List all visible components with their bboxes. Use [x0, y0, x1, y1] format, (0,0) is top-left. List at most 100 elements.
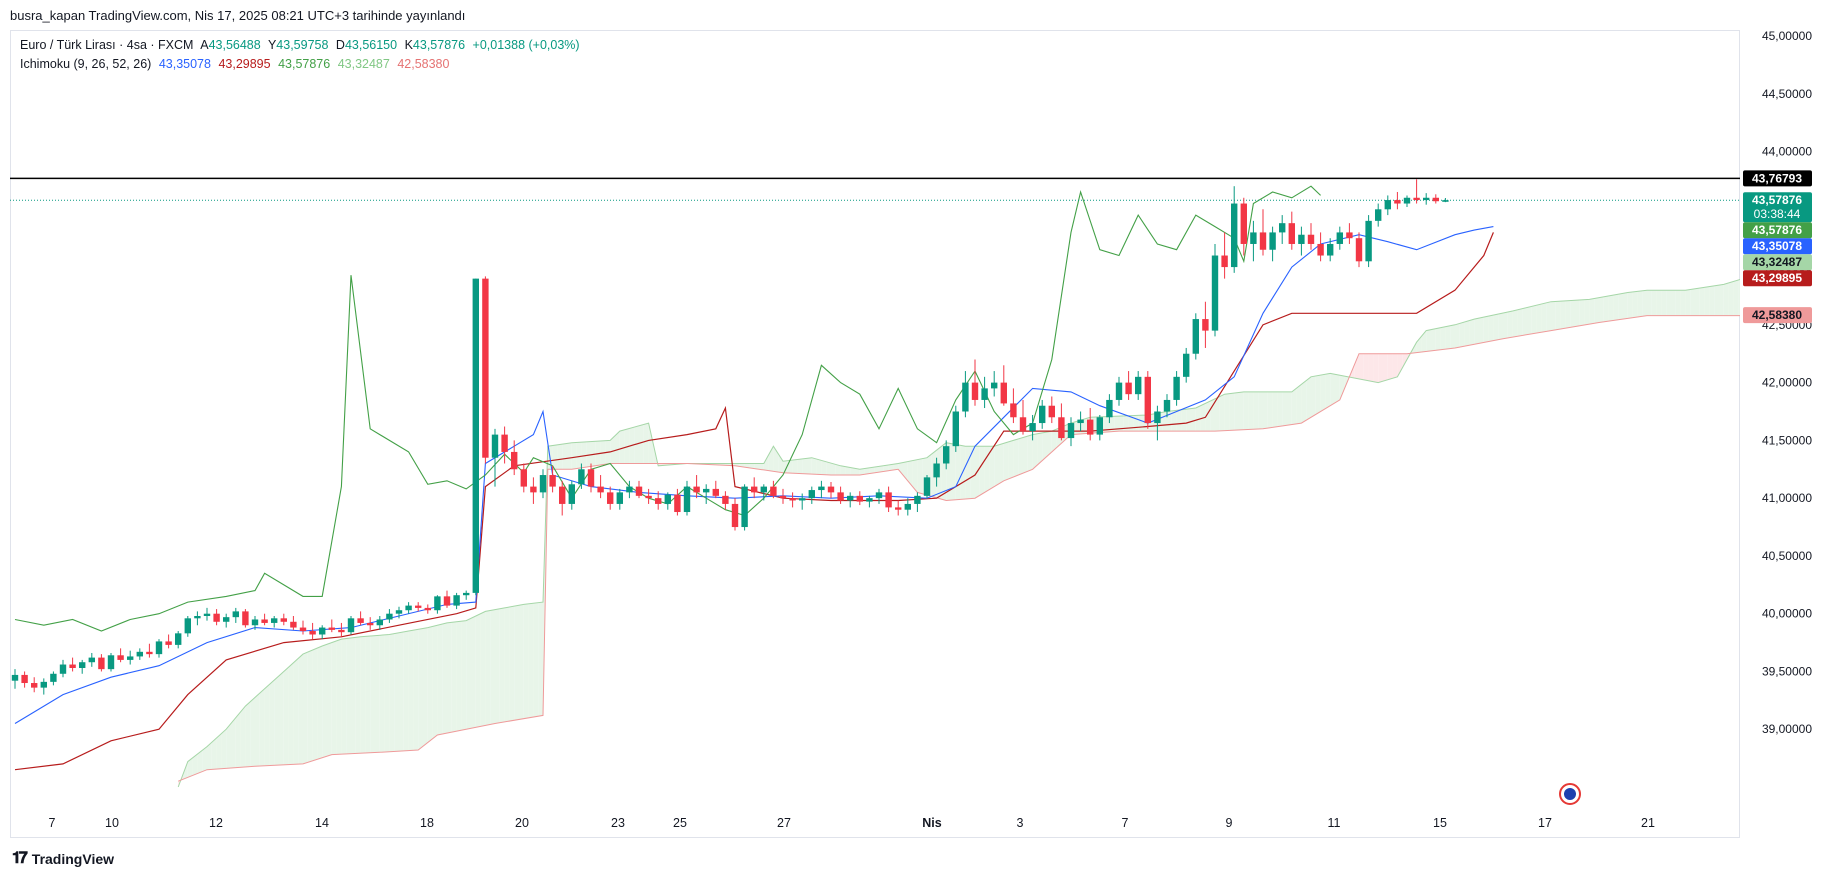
cloud-segment	[951, 443, 956, 501]
price-label-text: 43,32487	[1752, 255, 1802, 269]
open-label: A	[200, 38, 209, 52]
candle-body	[319, 627, 326, 635]
cloud-segment	[413, 629, 419, 751]
candle-body	[357, 618, 364, 623]
cloud-segment	[1594, 297, 1599, 324]
candle-body	[1327, 243, 1334, 256]
cloud-segment	[1114, 416, 1119, 432]
candle-body	[482, 278, 489, 458]
candle-body	[1413, 197, 1420, 201]
cloud-segment	[528, 603, 534, 718]
candle-body	[299, 627, 307, 632]
candle-body	[21, 674, 28, 684]
cloud-segment	[331, 640, 337, 755]
candle-body	[1010, 403, 1017, 418]
candle-body	[1125, 382, 1132, 395]
cloud-segment	[1728, 281, 1734, 316]
candle-body	[520, 469, 527, 487]
price-label-box	[1743, 254, 1812, 271]
candle-body	[741, 486, 748, 528]
cloud-segment	[869, 467, 875, 474]
candle-body	[261, 619, 268, 623]
countdown-label-text: 03:38:44	[1754, 207, 1801, 221]
cloud-segment	[1368, 353, 1374, 382]
cloud-segment	[1426, 329, 1431, 352]
candle-body	[1000, 382, 1007, 404]
cloud-segment	[1507, 310, 1513, 338]
cloud-segment	[499, 607, 505, 723]
price-label-box	[1743, 307, 1812, 324]
time-axis-tick: 12	[209, 816, 223, 830]
cloud-segment	[1123, 415, 1129, 432]
event-badge-inner-icon	[1564, 788, 1576, 800]
cloud-segment	[1219, 394, 1225, 431]
time-axis-tick: 11	[1328, 816, 1341, 830]
candle-body	[1106, 399, 1113, 418]
open-value: 43,56488	[208, 38, 261, 52]
cloud-segment	[427, 626, 433, 743]
cloud-segment	[495, 608, 500, 724]
candle-body	[1039, 405, 1046, 424]
cloud-segment	[864, 467, 870, 475]
chikou-value: 43,57876	[278, 57, 331, 71]
cloud-segment	[1373, 353, 1379, 383]
low-value: 43,56150	[344, 38, 398, 52]
candle-body	[280, 618, 287, 622]
cloud-segment	[1651, 290, 1657, 316]
candle-body	[203, 613, 211, 617]
cloud-segment	[1263, 391, 1268, 429]
candle-body	[155, 641, 163, 655]
brand-name: TradingView	[31, 851, 115, 867]
cloud-segment	[447, 622, 452, 734]
cloud-segment	[1627, 291, 1633, 319]
cloud-segment	[336, 639, 342, 755]
cloud-segment	[423, 627, 428, 747]
cloud-segment	[1541, 302, 1547, 333]
candle-body	[779, 495, 787, 499]
high-label: Y	[267, 38, 277, 52]
cloud-segment	[1632, 291, 1638, 318]
cloud-segment	[1723, 282, 1729, 316]
cloud-segment	[1608, 295, 1614, 322]
close-value: 43,57876	[412, 38, 466, 52]
high-value: 43,59758	[276, 38, 329, 52]
time-axis-tick: 27	[777, 816, 791, 830]
candle-body	[1240, 203, 1247, 244]
candle-body	[443, 596, 451, 606]
cloud-segment	[1325, 373, 1331, 409]
cloud-segment	[1229, 393, 1235, 431]
span-b-value: 42,58380	[397, 57, 450, 71]
cloud-segment	[955, 444, 961, 500]
cloud-segment	[312, 648, 318, 761]
candle-body	[232, 611, 239, 618]
ichimoku-legend[interactable]: Ichimoku (9, 26, 52, 26) 43,35078 43,298…	[20, 57, 453, 71]
cloud-segment	[471, 616, 476, 729]
cloud-segment	[379, 634, 385, 753]
candle-body	[1375, 209, 1382, 221]
cloud-segment	[485, 610, 491, 726]
candle-body	[1221, 255, 1228, 268]
candle-body	[453, 595, 460, 606]
time-axis-tick: 9	[1226, 816, 1233, 830]
candle-body	[923, 477, 931, 496]
candle-body	[1269, 232, 1276, 250]
cloud-segment	[1215, 396, 1220, 432]
cloud-segment	[610, 435, 615, 464]
cloud-segment	[475, 613, 481, 728]
cloud-segment	[370, 635, 375, 753]
candle-body	[1231, 203, 1238, 268]
symbol-legend[interactable]: Euro / Türk Lirası · 4sa · FXCM A43,5648…	[20, 38, 584, 52]
cloud-segment	[1027, 434, 1033, 472]
cloud-segment	[1680, 290, 1686, 316]
price-axis-tick: 41,50000	[1762, 433, 1812, 447]
cloud-segment	[619, 429, 625, 464]
cloud-segment	[288, 662, 294, 765]
symbol-name: Euro / Türk Lirası · 4sa · FXCM	[20, 38, 194, 52]
cloud-segment	[1719, 284, 1724, 316]
cloud-segment	[1363, 353, 1369, 381]
price-label-text: 43,57876	[1752, 193, 1802, 207]
cloud-segment	[365, 636, 371, 754]
cloud-segment	[898, 462, 903, 476]
cloud-segment	[1459, 321, 1465, 348]
